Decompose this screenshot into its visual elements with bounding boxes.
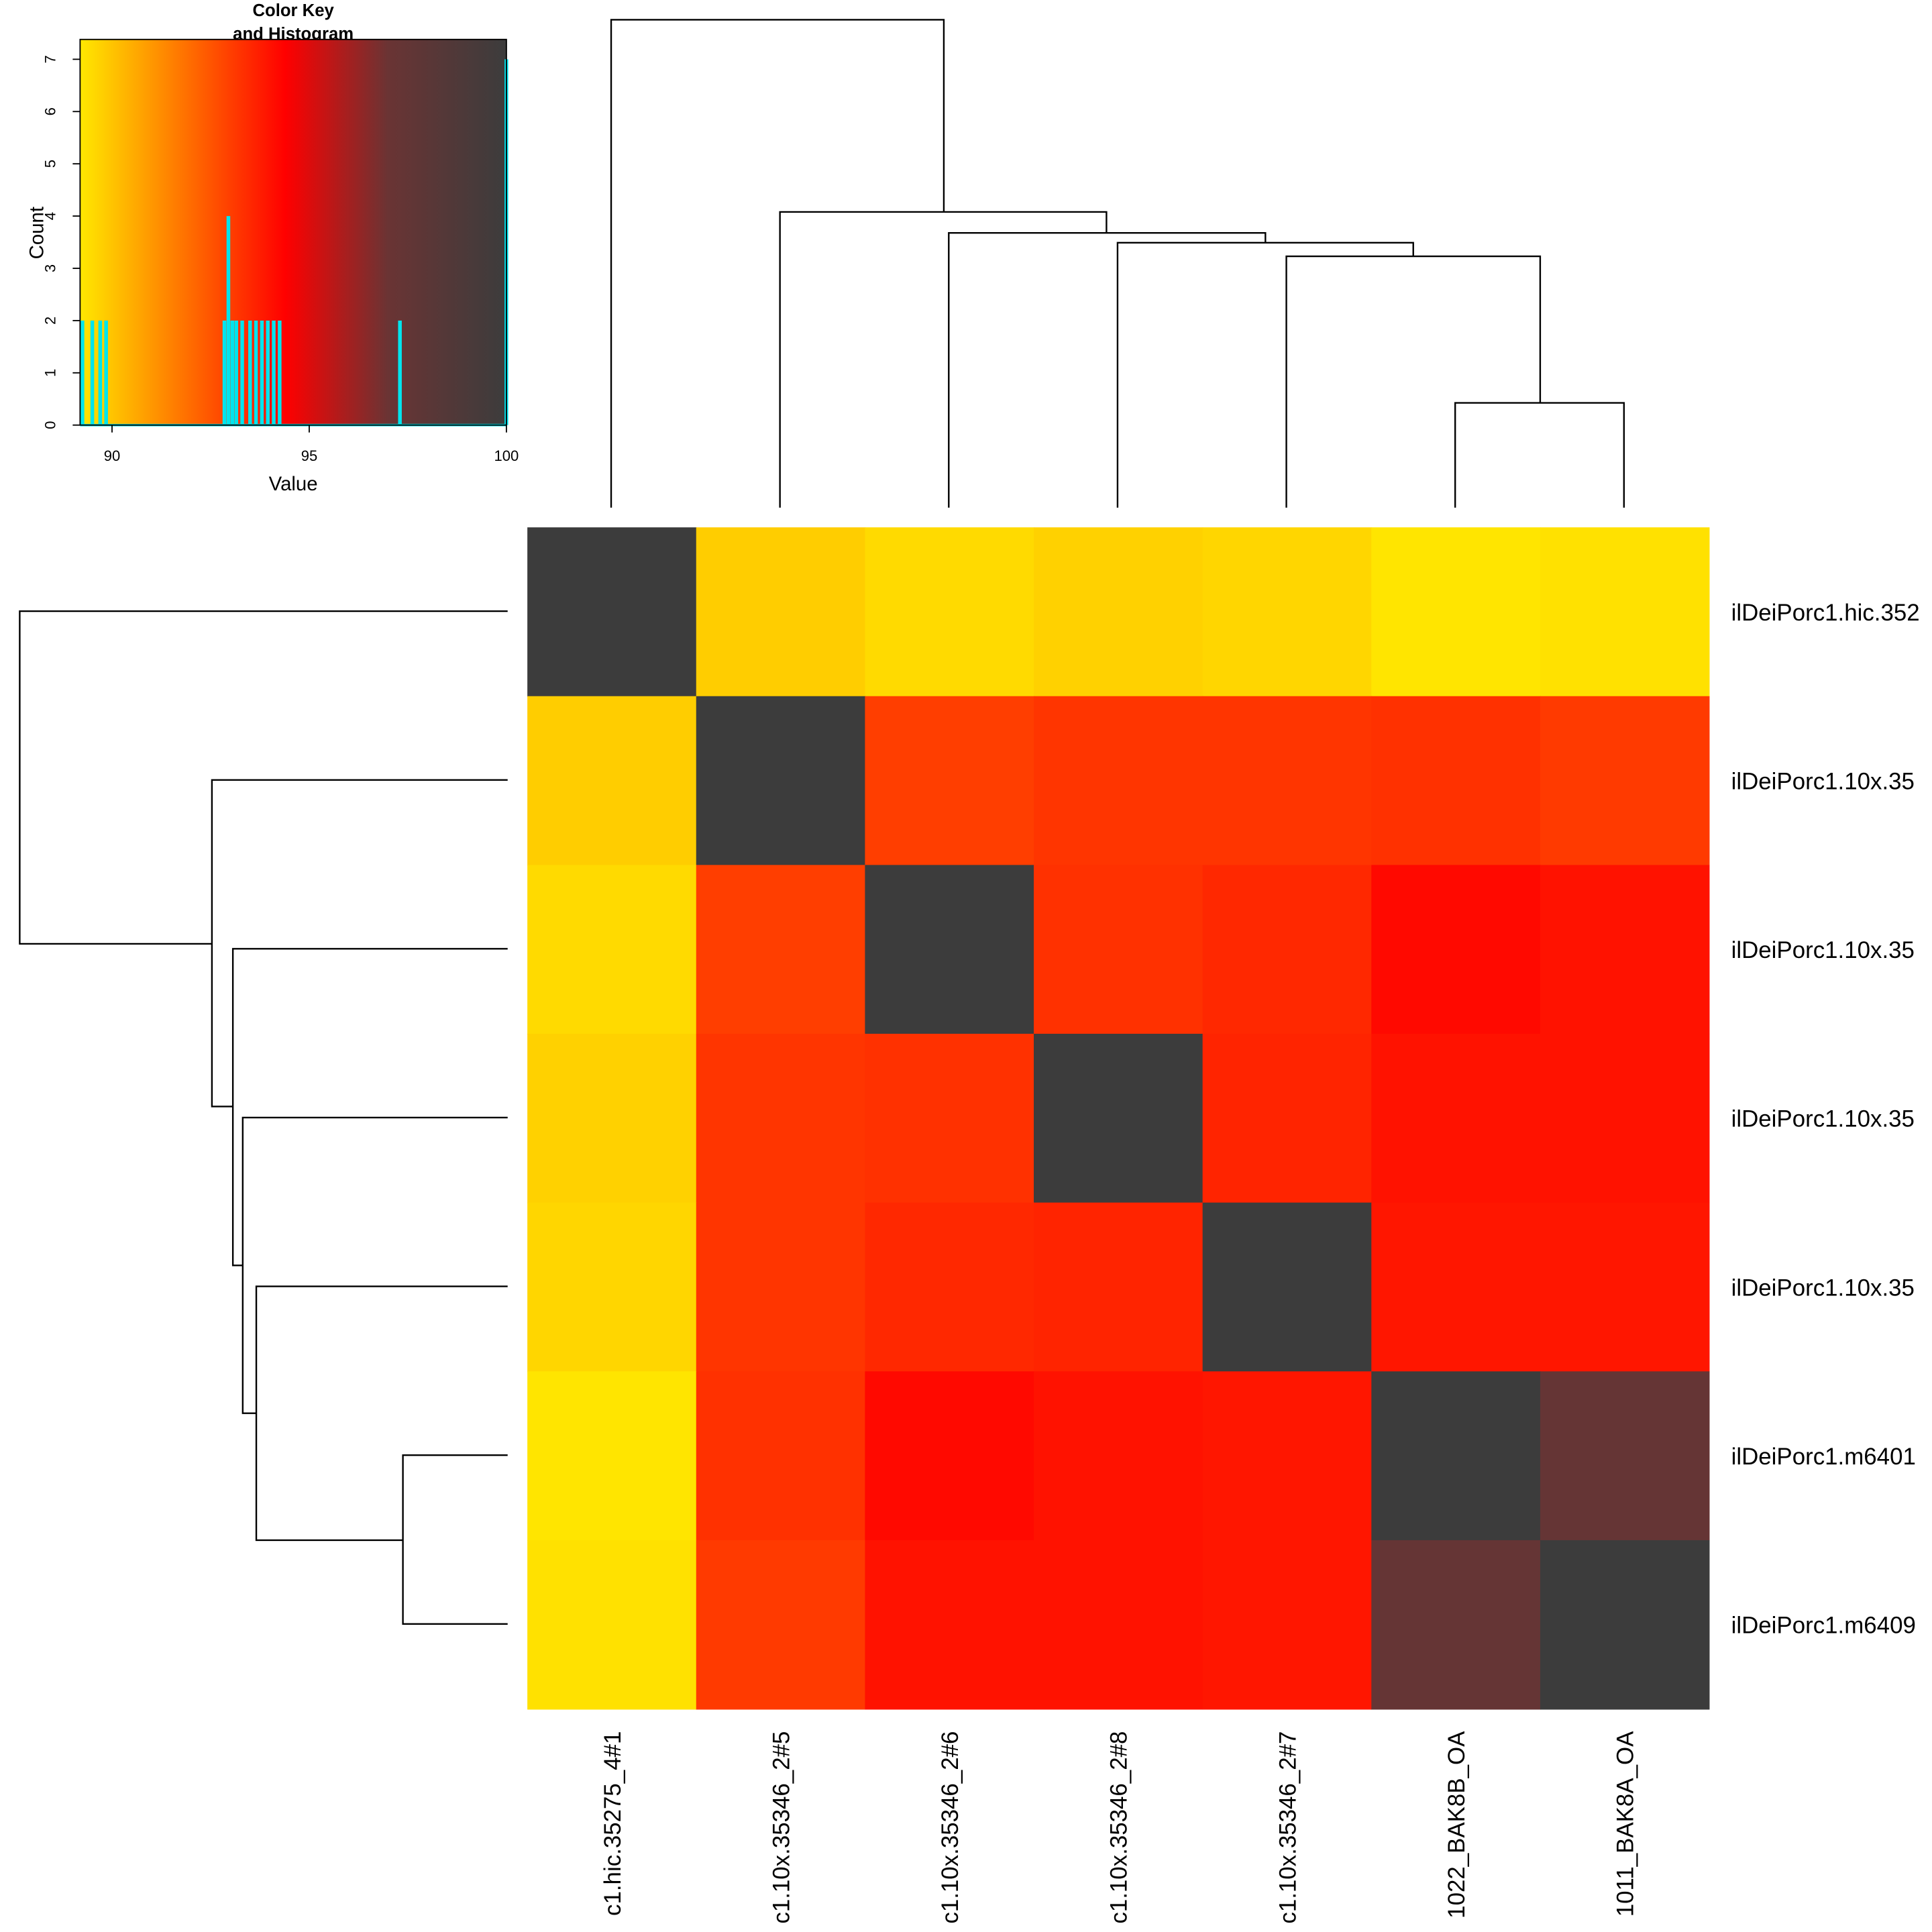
hist-bar [222, 320, 227, 425]
y-tick-label: 3 [42, 264, 59, 272]
x-axis-label: Value [269, 473, 318, 495]
row-label: ilDeiPorc1.m6401 [1731, 1444, 1916, 1470]
heatmap-cell [1202, 1034, 1373, 1203]
column-label: 1011_BAK8A_OA [1613, 1731, 1639, 1917]
heatmap-cell [1034, 696, 1203, 866]
row-label: ilDeiPorc1.hic.352 [1731, 600, 1920, 626]
column-label: c1.10x.35346_2#6 [937, 1731, 963, 1924]
hist-bar [234, 320, 238, 425]
heatmap-cell [527, 1540, 697, 1710]
heatmap-cell [696, 1034, 866, 1203]
heatmap-cell [1540, 1371, 1710, 1541]
heatmap-cell [865, 1540, 1034, 1710]
heatmap-cell [1371, 527, 1541, 697]
heatmap-cell [696, 696, 866, 866]
y-tick-label: 6 [42, 107, 59, 115]
heatmap-cell [1202, 696, 1373, 866]
heatmap-cell [865, 696, 1034, 866]
hist-bar [398, 320, 402, 425]
hist-bar [90, 320, 95, 425]
heatmap-cell [696, 865, 866, 1034]
key-frame [79, 38, 507, 426]
heatmap-cell [696, 1540, 866, 1710]
column-label: c1.10x.35346_2#7 [1275, 1731, 1301, 1924]
hist-bar [240, 320, 244, 425]
column-label: c1.10x.35346_2#5 [768, 1731, 794, 1924]
row-label: ilDeiPorc1.10x.35 [1731, 1275, 1915, 1301]
y-tick-label: 0 [42, 421, 59, 429]
column-dendrogram [610, 19, 1625, 508]
heatmap-cell [1034, 1371, 1203, 1541]
heatmap-cell [865, 1034, 1034, 1203]
hist-bar [98, 320, 103, 425]
column-label: 1022_BAK8B_OA [1444, 1731, 1470, 1919]
y-tick-label: 5 [42, 160, 59, 168]
heatmap-cell [1540, 1034, 1710, 1203]
heatmap-cell [1371, 1034, 1541, 1203]
y-axis-label: Count [25, 207, 48, 259]
hist-bar [80, 320, 85, 425]
column-label: c1.hic.35275_4#1 [600, 1731, 626, 1916]
key-title: Color Key [252, 1, 334, 20]
hist-bar [260, 320, 264, 425]
hist-bar [104, 320, 108, 425]
heatmap-cell [527, 1202, 697, 1373]
heatmap-cell [696, 1202, 866, 1373]
heatmap-cell [1202, 1371, 1373, 1541]
heatmap-cell [1540, 865, 1710, 1034]
row-label: ilDeiPorc1.m6409 [1731, 1613, 1916, 1639]
hist-bar [272, 320, 276, 425]
heatmap-cell [527, 527, 697, 697]
x-tick-label: 95 [301, 447, 318, 464]
hist-bar [248, 320, 252, 425]
hist-bar [254, 320, 258, 425]
hist-bar [266, 320, 270, 425]
y-tick-label: 2 [42, 317, 59, 325]
hist-bar [226, 216, 231, 425]
heatmap-cell [1371, 865, 1541, 1034]
x-tick-label: 100 [494, 447, 519, 464]
heatmap-cell [1202, 1202, 1373, 1373]
column-label: c1.10x.35346_2#8 [1106, 1731, 1132, 1924]
hist-bar [230, 320, 235, 425]
heatmap-cell [1202, 865, 1373, 1034]
heatmap-cell [865, 865, 1034, 1034]
heatmap-cell [696, 1371, 866, 1541]
row-label: ilDeiPorc1.10x.35 [1731, 768, 1915, 794]
heatmap-cell [1202, 1540, 1373, 1710]
heatmap-cell [1540, 1202, 1710, 1373]
heatmap-cell [1540, 1540, 1710, 1710]
heatmap-cell [1202, 527, 1373, 697]
heatmap-cell [527, 696, 697, 866]
heatmap-cell [1540, 527, 1710, 697]
heatmap-cell [1034, 1034, 1203, 1203]
heatmap-cell [1371, 1540, 1541, 1710]
x-tick-label: 90 [104, 447, 121, 464]
heatmap-cell [1034, 527, 1203, 697]
heatmap-cell [527, 865, 697, 1034]
row-label: ilDeiPorc1.10x.35 [1731, 1106, 1915, 1132]
heatmap-cell [1034, 865, 1203, 1034]
color-key [80, 39, 506, 425]
heatmap-cell [1540, 696, 1710, 866]
heatmap-cell [1034, 1202, 1203, 1373]
heatmap-cell [527, 1371, 697, 1541]
heatmap-cell [696, 527, 866, 697]
row-dendrogram [19, 610, 508, 1625]
y-tick-label: 7 [42, 55, 59, 63]
heatmap-cell [1371, 696, 1541, 866]
y-tick-label: 1 [42, 369, 59, 377]
y-tick-label: 4 [42, 212, 59, 220]
heatmap-cell [527, 1034, 697, 1203]
heatmap-cell [1034, 1540, 1203, 1710]
heatmap-cell [1371, 1371, 1541, 1541]
row-label: ilDeiPorc1.10x.35 [1731, 937, 1915, 963]
heatmap-cell [865, 1202, 1034, 1373]
heatmap-cell [865, 1371, 1034, 1541]
heatmap-cell [865, 527, 1034, 697]
hist-bar [278, 320, 282, 425]
heatmap-cell [1371, 1202, 1541, 1373]
